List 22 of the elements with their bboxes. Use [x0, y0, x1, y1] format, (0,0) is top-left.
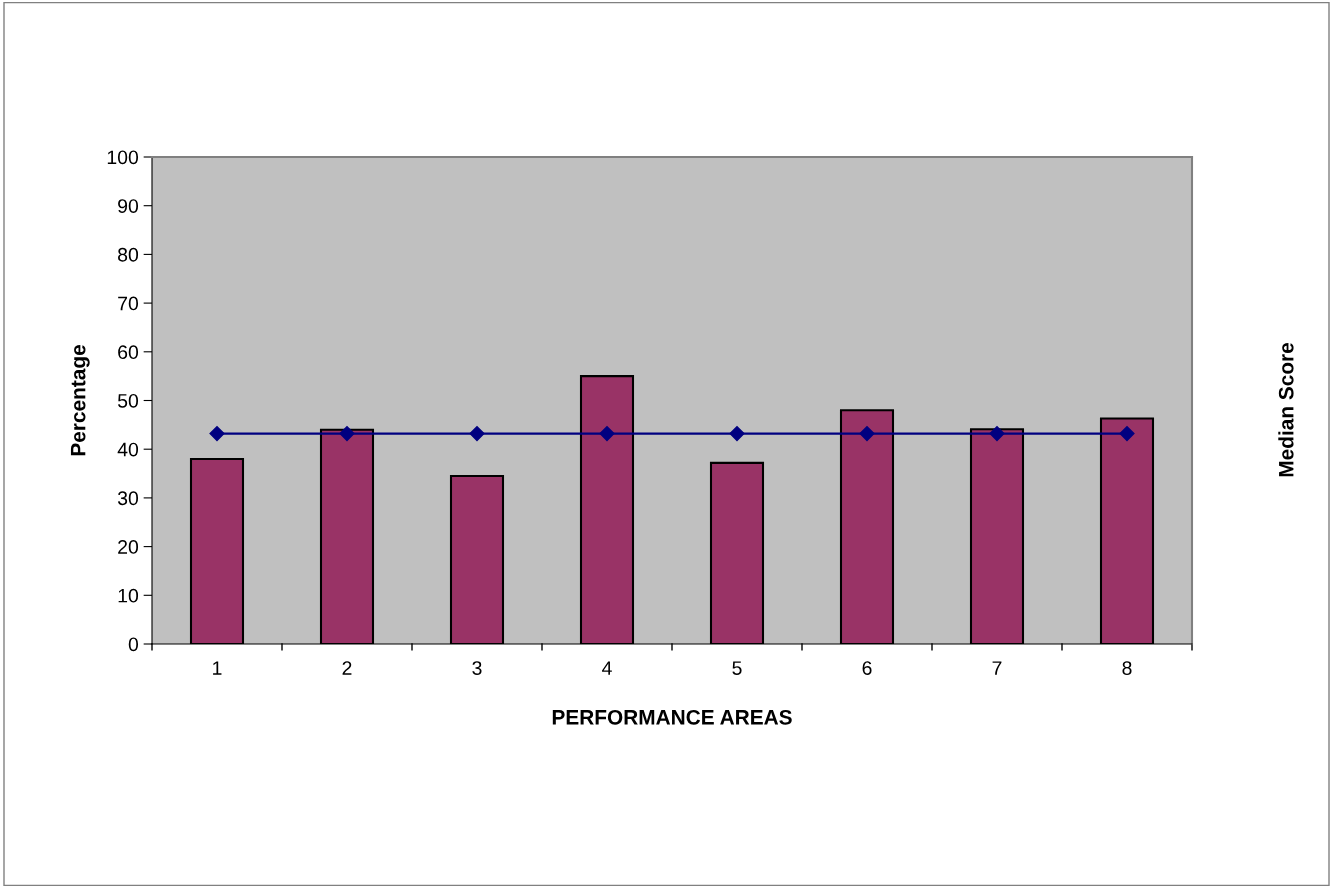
x-axis-title: PERFORMANCE AREAS [552, 709, 792, 725]
x-tick-label: 3 [472, 661, 482, 675]
x-tick-label: 7 [992, 661, 1002, 675]
y-tick-label: 10 [118, 588, 139, 603]
y-tick-label: 50 [117, 393, 139, 408]
y-tick-label: 70 [118, 296, 139, 311]
x-tick-label: 1 [213, 661, 222, 675]
y-tick-label: 80 [118, 247, 139, 262]
y-tick-label: 90 [118, 199, 139, 213]
y-tick-label: 100 [107, 150, 139, 165]
y-tick-label: 0 [128, 637, 139, 652]
y-tick-label: 60 [118, 345, 139, 360]
x-tick-label: 8 [1122, 661, 1132, 675]
x-tick-label: 2 [342, 661, 352, 675]
x-tick-label: 6 [862, 661, 872, 675]
y-tick-label: 30 [117, 491, 139, 506]
y-tick-label: 40 [117, 442, 139, 457]
x-tick-label: 5 [732, 661, 742, 675]
y-tick-label: 20 [118, 540, 139, 554]
x-tick-label: 4 [602, 661, 612, 675]
y-axis-title: Percentage [70, 345, 90, 456]
y2-axis-title: Median Score [1278, 342, 1294, 477]
